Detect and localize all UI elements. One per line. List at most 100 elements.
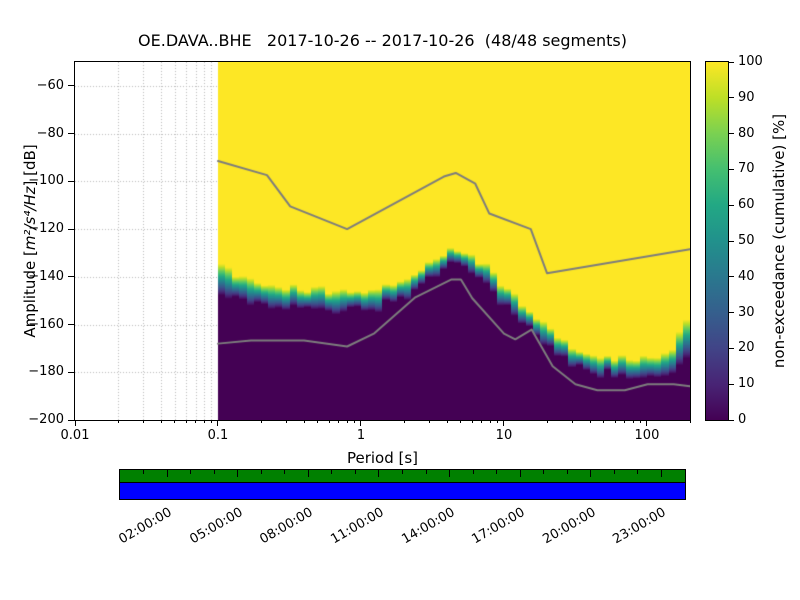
x-minor-tick: [174, 420, 176, 423]
x-tick: [217, 420, 219, 426]
x-minor-tick: [639, 420, 641, 423]
x-minor-tick: [446, 420, 448, 423]
x-minor-tick: [117, 420, 119, 423]
x-minor-tick: [632, 420, 634, 423]
timeline-minor-tick: [284, 470, 286, 474]
x-minor-tick: [303, 420, 305, 423]
timeline-time-label: 23:00:00: [610, 505, 669, 548]
colorbar-tick: [729, 61, 734, 63]
timeline-minor-tick: [637, 470, 639, 474]
y-tick-label: −120: [28, 221, 64, 237]
colorbar-tick-label: 40: [738, 268, 755, 284]
timeline-time-label: 17:00:00: [469, 505, 528, 548]
x-minor-tick: [328, 420, 330, 423]
colorbar-tick-label: 70: [738, 161, 755, 177]
colorbar-tick-label: 50: [738, 233, 755, 248]
x-tick: [74, 420, 76, 426]
x-axis-label: Period [s]: [346, 449, 419, 467]
timeline-time-label: 20:00:00: [540, 505, 599, 548]
y-tick-label: −60: [36, 77, 64, 93]
x-tick-label: 100: [634, 428, 660, 443]
x-minor-tick: [614, 420, 616, 423]
plot-title: OE.DAVA..BHE 2017-10-26 -- 2017-10-26 (4…: [138, 31, 627, 50]
timeline-tick: [166, 470, 168, 477]
timeline-minor-tick: [613, 470, 615, 474]
y-tick: [68, 85, 74, 87]
x-minor-tick: [338, 420, 340, 423]
x-minor-tick: [489, 420, 491, 423]
y-tick-label: −180: [28, 364, 64, 380]
colorbar-tick-label: 60: [738, 197, 755, 213]
colorbar-tick: [729, 240, 734, 242]
x-tick: [503, 420, 505, 426]
colorbar-gradient: [706, 62, 728, 420]
y-tick: [68, 419, 74, 421]
x-minor-tick: [203, 420, 205, 423]
x-minor-tick: [571, 420, 573, 423]
timeline-tick: [378, 470, 380, 477]
colorbar-tick: [729, 419, 734, 421]
y-tick-label: −160: [28, 316, 64, 332]
colorbar-tick-label: 0: [738, 412, 747, 427]
y-tick: [68, 180, 74, 182]
x-minor-tick: [142, 420, 144, 423]
x-minor-tick: [460, 420, 462, 423]
colorbar-tick-label: 100: [738, 54, 763, 69]
ppsd-heatmap-canvas: [75, 62, 690, 420]
x-tick-label: 0.1: [207, 428, 229, 443]
x-minor-tick: [285, 420, 287, 423]
colorbar-tick: [729, 204, 734, 206]
x-tick-label: 1: [356, 428, 366, 443]
colorbar-tick-label: 10: [738, 376, 755, 392]
x-minor-tick: [481, 420, 483, 423]
colorbar-tick-label: 30: [738, 304, 755, 320]
x-minor-tick: [689, 420, 691, 423]
colorbar-tick-label: 20: [738, 340, 755, 356]
timeline-minor-tick: [354, 470, 356, 474]
y-tick: [68, 133, 74, 135]
x-minor-tick: [160, 420, 162, 423]
x-minor-tick: [210, 420, 212, 423]
x-minor-tick: [496, 420, 498, 423]
x-minor-tick: [195, 420, 197, 423]
timeline-tick: [449, 470, 451, 477]
x-minor-tick: [185, 420, 187, 423]
y-tick-label: −100: [28, 173, 64, 189]
x-tick-label: 10: [495, 428, 513, 443]
y-tick-label: −140: [28, 268, 64, 284]
y-tick-label: −80: [36, 125, 64, 141]
timeline-minor-tick: [496, 470, 498, 474]
colorbar-tick-label: 80: [738, 125, 755, 141]
x-minor-tick: [346, 420, 348, 423]
x-minor-tick: [624, 420, 626, 423]
colorbar-tick: [729, 168, 734, 170]
x-tick-label: 0.01: [60, 428, 90, 443]
timeline-tick: [519, 470, 521, 477]
y-tick: [68, 371, 74, 373]
colorbar-tick: [729, 383, 734, 385]
timeline-minor-tick: [425, 470, 427, 474]
timeline-time-label: 14:00:00: [399, 505, 458, 548]
colorbar-tick: [729, 312, 734, 314]
x-minor-tick: [546, 420, 548, 423]
colorbar-tick: [729, 276, 734, 278]
x-minor-tick: [428, 420, 430, 423]
x-minor-tick: [589, 420, 591, 423]
timeline-tick: [307, 470, 309, 477]
timeline-minor-tick: [402, 470, 403, 474]
timeline-time-label: 05:00:00: [187, 505, 246, 548]
y-tick: [68, 276, 74, 278]
timeline-minor-tick: [213, 470, 215, 474]
timeline-tick: [660, 470, 662, 477]
x-minor-tick: [403, 420, 405, 423]
x-minor-tick: [603, 420, 605, 423]
colorbar-tick-label: 90: [738, 89, 755, 105]
timeline-minor-tick: [143, 470, 145, 474]
x-minor-tick: [317, 420, 319, 423]
y-axis-label-units: m²/s⁴/Hz: [21, 186, 39, 251]
timeline-time-label: 02:00:00: [116, 505, 175, 548]
timeline-range-bar: [119, 482, 686, 500]
timeline-tick: [237, 470, 239, 477]
x-minor-tick: [353, 420, 355, 423]
timeline-minor-tick: [472, 470, 474, 474]
